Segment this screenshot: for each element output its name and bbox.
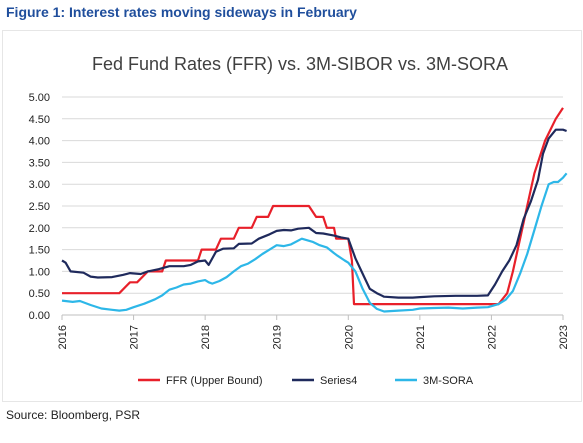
chart-panel — [2, 30, 582, 402]
legend-label: FFR (Upper Bound) — [166, 375, 263, 387]
figure-title: Figure 1: Interest rates moving sideways… — [6, 4, 357, 20]
y-tick-label: 2.50 — [29, 201, 50, 213]
series-group — [61, 107, 568, 313]
x-tick-label: 2016 — [57, 325, 69, 349]
source-note: Source: Bloomberg, PSR — [6, 408, 141, 422]
y-tick-label: 0.00 — [29, 310, 50, 322]
legend-label: Series4 — [320, 375, 357, 387]
y-tick-label: 0.50 — [29, 288, 50, 300]
x-tick-label: 2019 — [272, 325, 284, 349]
x-tick-label: 2021 — [415, 325, 427, 349]
legend: FFR (Upper Bound) Series4 3M-SORA — [138, 375, 474, 387]
y-tick-label: 4.50 — [29, 114, 50, 126]
series-line-2 — [61, 128, 567, 299]
y-tick-label: 1.50 — [29, 245, 50, 257]
series-line-3 — [61, 172, 568, 313]
y-tick-label: 3.50 — [29, 157, 50, 169]
y-tick-label: 3.00 — [29, 179, 50, 191]
x-tick-label: 2017 — [129, 325, 141, 349]
x-tick-label: 2022 — [486, 325, 498, 349]
x-tick-label: 2020 — [343, 325, 355, 349]
x-tick-label: 2023 — [558, 325, 570, 349]
grid-lines — [62, 96, 563, 316]
y-tick-label: 1.00 — [29, 266, 50, 278]
series-line-1 — [62, 107, 564, 306]
y-axis: 0.00 0.50 1.00 1.50 2.00 2.50 3.00 3.50 4.00 4.50… — [29, 92, 50, 322]
y-tick-label: 2.00 — [29, 223, 50, 235]
y-tick-label: 5.00 — [29, 92, 50, 104]
legend-label: 3M-SORA — [423, 375, 474, 387]
chart-title: Fed Fund Rates (FFR) vs. 3M-SIBOR vs. 3M… — [92, 54, 508, 74]
x-axis: 2016 2017 2018 2019 2020 2021 2022 2023 — [57, 315, 570, 349]
y-tick-label: 4.00 — [29, 136, 50, 148]
x-tick-label: 2018 — [200, 325, 212, 349]
